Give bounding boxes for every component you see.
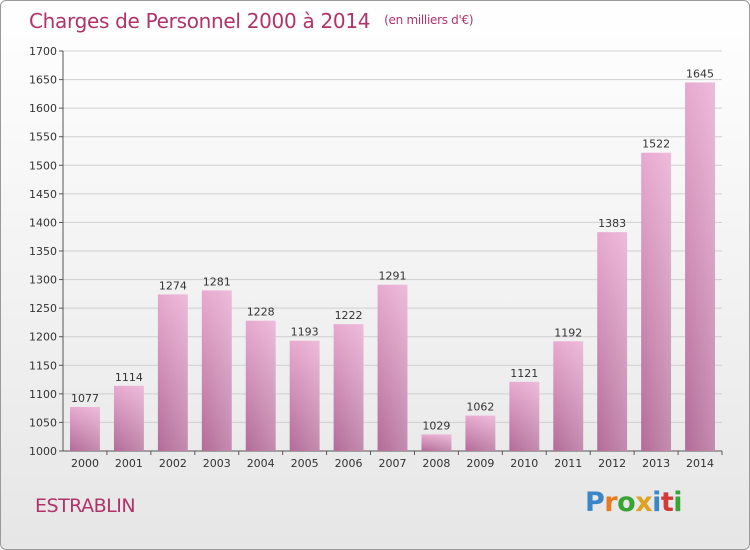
data-label: 1228 — [247, 306, 275, 319]
data-labels: 1077 1114 1274 1281 1228 1193 1222 1291 1029 1062… — [71, 67, 714, 432]
bar-highlight — [465, 415, 496, 451]
y-tick-label: 1250 — [29, 302, 57, 315]
x-tick-label: 2005 — [291, 457, 319, 470]
bars — [70, 82, 715, 451]
x-tick-label: 2011 — [554, 457, 582, 470]
bar-highlight — [597, 232, 628, 451]
data-label: 1222 — [335, 309, 363, 322]
x-tick-label: 2008 — [422, 457, 450, 470]
logo-letter: i — [652, 487, 661, 518]
data-label: 1522 — [642, 138, 670, 151]
bar-highlight — [333, 324, 364, 451]
x-tick-label: 2001 — [115, 457, 143, 470]
x-tick-label: 2002 — [159, 457, 187, 470]
y-tick-label: 1400 — [29, 216, 57, 229]
data-label: 1281 — [203, 275, 231, 288]
chart-subtitle: (en milliers d'€) — [384, 13, 474, 27]
bar-highlight — [113, 385, 144, 451]
data-label: 1645 — [686, 67, 714, 80]
data-label: 1291 — [379, 270, 407, 283]
bar-highlight — [377, 284, 408, 451]
y-tick-label: 1500 — [29, 159, 57, 172]
bar-highlight — [641, 152, 672, 451]
data-label: 1192 — [554, 326, 582, 339]
y-tick-label: 1700 — [29, 45, 57, 58]
x-tick-label: 2000 — [71, 457, 99, 470]
axes: 1000 1050 1100 1150 1200 1250 1300 1350 1400 1450… — [29, 45, 723, 470]
x-tick-label: 2012 — [598, 457, 626, 470]
x-tick-label: 2003 — [203, 457, 231, 470]
y-tick-label: 1200 — [29, 331, 57, 344]
bar-highlight — [509, 381, 540, 451]
logo-letter: x — [635, 487, 653, 518]
bar-highlight — [201, 290, 232, 451]
data-label: 1062 — [466, 401, 494, 414]
bar-highlight — [685, 82, 715, 451]
proxiti-logo[interactable]: Proxiti — [585, 487, 683, 518]
bar-highlight — [157, 294, 188, 451]
logo-letter: t — [660, 487, 674, 518]
bar-highlight — [245, 320, 276, 451]
logo-letter: P — [585, 487, 605, 518]
y-tick-label: 1150 — [29, 359, 57, 372]
y-tick-label: 1100 — [29, 388, 57, 401]
data-label: 1274 — [159, 279, 187, 292]
y-tick-label: 1300 — [29, 274, 57, 287]
x-tick-label: 2004 — [247, 457, 275, 470]
data-label: 1193 — [291, 326, 319, 339]
data-label: 1114 — [115, 371, 143, 384]
chart-title: Charges de Personnel 2000 à 2014 (en mill… — [29, 9, 474, 33]
y-tick-label: 1000 — [29, 445, 57, 458]
x-tick-label: 2009 — [466, 457, 494, 470]
title-text: Charges de Personnel 2000 à 2014 — [29, 9, 371, 33]
y-tick-label: 1450 — [29, 188, 57, 201]
logo-letter: o — [617, 487, 636, 518]
y-tick-label: 1650 — [29, 74, 57, 87]
bar-highlight — [421, 434, 452, 451]
x-tick-label: 2010 — [510, 457, 538, 470]
bar-highlight — [289, 340, 320, 451]
bar-highlight — [70, 407, 100, 451]
y-tick-label: 1550 — [29, 131, 57, 144]
x-tick-label: 2007 — [379, 457, 407, 470]
y-tick-label: 1350 — [29, 245, 57, 258]
data-label: 1121 — [510, 367, 538, 380]
y-tick-label: 1600 — [29, 102, 57, 115]
bar-highlight — [553, 341, 584, 451]
logo-letter: i — [673, 487, 683, 518]
data-label: 1029 — [422, 419, 450, 432]
y-tick-label: 1050 — [29, 416, 57, 429]
x-tick-label: 2006 — [335, 457, 363, 470]
x-tick-label: 2013 — [642, 457, 670, 470]
data-label: 1383 — [598, 217, 626, 230]
town-name: ESTRABLIN — [35, 495, 136, 517]
x-tick-label: 2014 — [686, 457, 714, 470]
data-label: 1077 — [71, 392, 99, 405]
logo-letter: r — [604, 487, 618, 518]
